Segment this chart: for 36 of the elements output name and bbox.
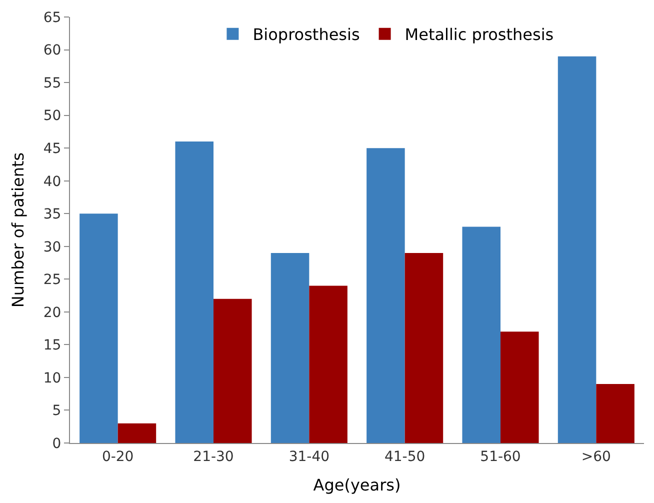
bar — [596, 384, 634, 443]
y-tick-label: 55 — [43, 75, 62, 92]
y-axis-title: Number of patients — [8, 152, 28, 308]
y-tick-label: 25 — [43, 272, 62, 288]
y-tick-label: 0 — [52, 436, 62, 452]
bar — [80, 214, 118, 443]
bar — [270, 252, 310, 443]
x-tick-label: 51-60 — [480, 448, 521, 465]
x-tick-label: 41-50 — [384, 448, 426, 465]
y-tick-label: 35 — [43, 206, 62, 223]
bar — [309, 286, 348, 443]
x-tick-label: 21-30 — [193, 448, 234, 465]
y-tick-label: 50 — [43, 108, 62, 124]
y-tick-label: 15 — [43, 338, 62, 354]
bar — [558, 56, 596, 443]
bar — [366, 148, 405, 443]
bar — [500, 332, 539, 443]
x-tick-label: >60 — [581, 448, 611, 465]
y-tick-label: 60 — [43, 42, 62, 59]
bar — [175, 142, 214, 443]
bar — [404, 252, 444, 443]
y-tick-label: 65 — [43, 10, 62, 26]
bar — [214, 298, 252, 443]
bar — [462, 226, 500, 443]
x-axis-title: Age(years) — [313, 476, 401, 494]
legend-label: Bioprosthesis — [252, 25, 360, 44]
y-tick-label: 30 — [43, 239, 62, 256]
x-tick-label: 0-20 — [102, 448, 134, 465]
y-tick-label: 45 — [43, 140, 62, 157]
bar — [118, 423, 156, 443]
y-tick-label: 20 — [43, 304, 62, 321]
y-tick-label: 40 — [43, 174, 62, 190]
y-tick-label: 5 — [52, 403, 62, 420]
y-tick-label: 10 — [43, 370, 62, 386]
x-tick-label: 31-40 — [288, 448, 330, 465]
legend-label: Metallic prosthesis — [404, 25, 554, 44]
